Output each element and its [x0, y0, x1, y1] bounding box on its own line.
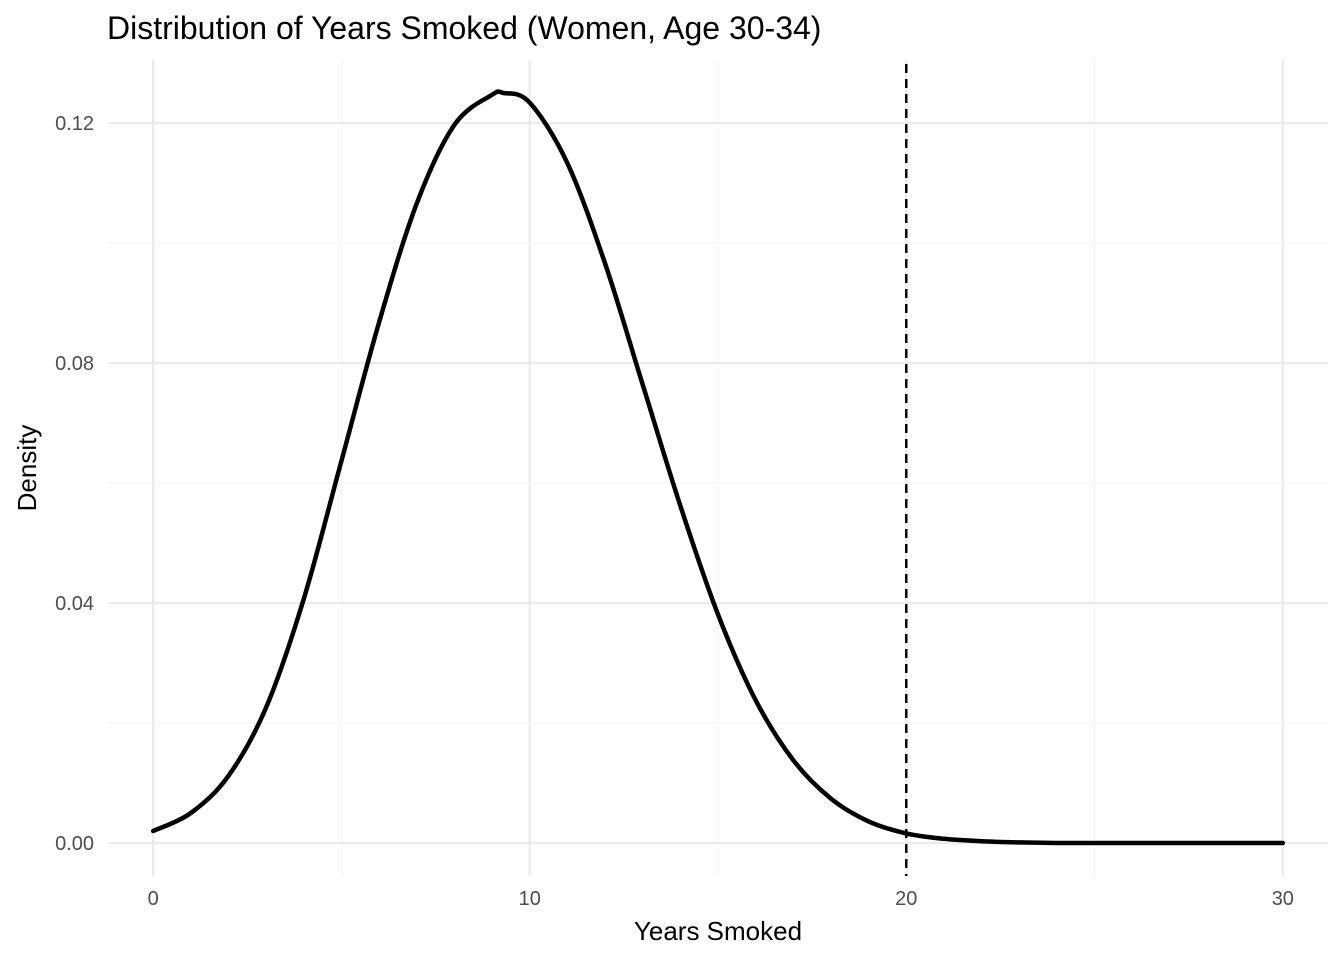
density-curve-line	[150, 89, 1286, 846]
x-tick-label: 0	[148, 888, 159, 910]
chart-title: Distribution of Years Smoked (Women, Age…	[107, 10, 821, 46]
plot-panel	[108, 60, 1328, 876]
y-axis-title: Density	[12, 425, 42, 512]
x-tick-label: 20	[895, 888, 917, 910]
minor-gridlines	[108, 60, 1328, 876]
major-gridlines	[108, 60, 1328, 876]
y-tick-label: 0.00	[55, 833, 94, 855]
x-tick-label: 30	[1272, 888, 1294, 910]
x-axis-tick-labels: 0 10 20 30	[148, 888, 1294, 910]
y-tick-label: 0.12	[55, 113, 94, 135]
y-axis-tick-labels: 0.00 0.04 0.08 0.12	[55, 113, 94, 855]
y-tick-label: 0.08	[55, 353, 94, 375]
y-tick-label: 0.04	[55, 593, 94, 615]
x-tick-label: 10	[519, 888, 541, 910]
x-axis-title: Years Smoked	[634, 916, 802, 946]
series-layer	[150, 89, 1286, 846]
